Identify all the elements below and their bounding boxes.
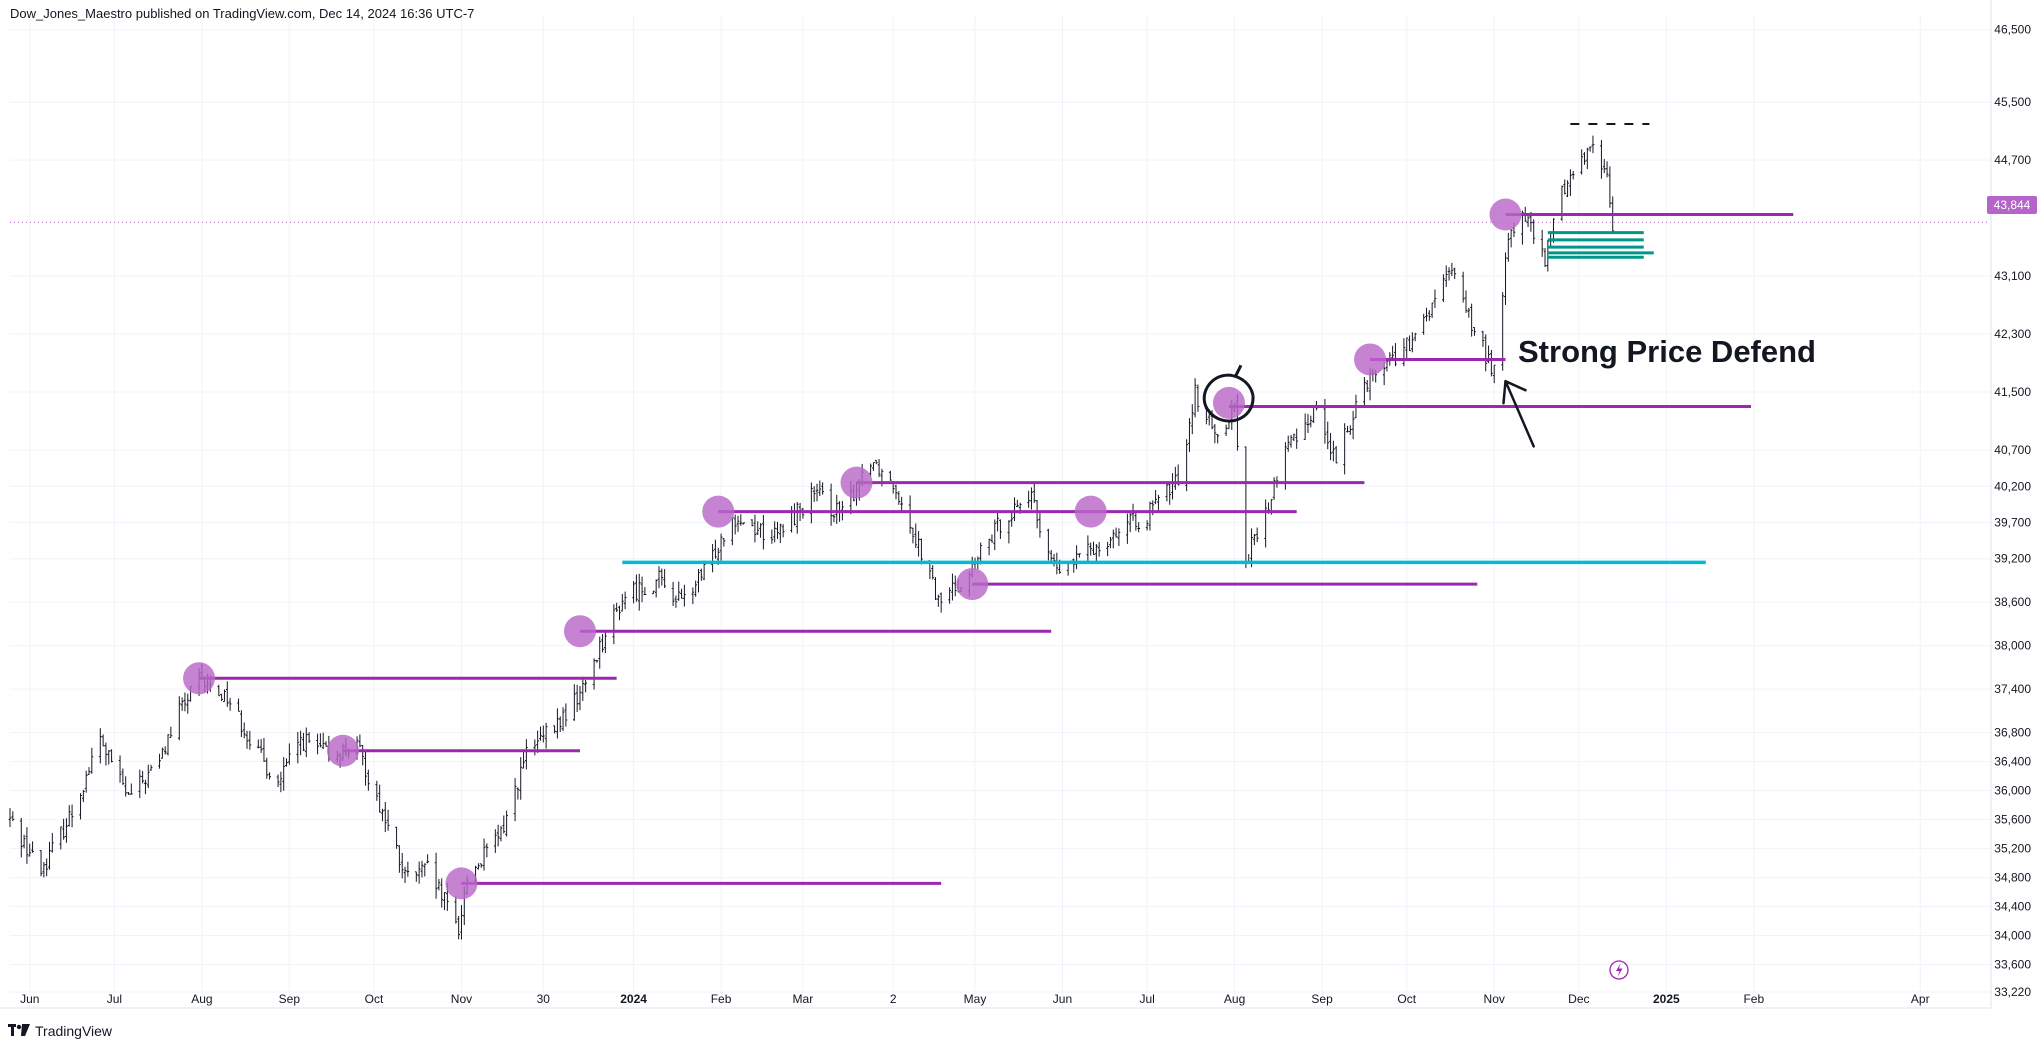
price-tick-label: 34,400 bbox=[1994, 900, 2031, 914]
highlight-ellipse[interactable] bbox=[1202, 364, 1255, 423]
price-tick-label: 38,000 bbox=[1994, 639, 2031, 653]
price-tick-label: 38,600 bbox=[1994, 595, 2031, 609]
time-tick-label: Jun bbox=[1053, 992, 1072, 1006]
reaction-circle-marker[interactable] bbox=[840, 466, 873, 499]
time-tick-label: Dec bbox=[1568, 992, 1589, 1006]
time-tick-label: Mar bbox=[793, 992, 814, 1006]
time-tick-label: Apr bbox=[1911, 992, 1930, 1006]
time-tick-label: Jun bbox=[20, 992, 39, 1006]
time-tick-label: Jul bbox=[1139, 992, 1154, 1006]
arrow-annotation[interactable] bbox=[1502, 379, 1535, 448]
price-tick-label: 44,700 bbox=[1994, 153, 2031, 167]
price-tick-label: 46,500 bbox=[1994, 23, 2031, 37]
reaction-circle-marker[interactable] bbox=[1354, 343, 1387, 376]
tradingview-logo-icon bbox=[8, 1023, 30, 1039]
last-price-tag bbox=[1987, 196, 2037, 214]
price-tick-label: 33,220 bbox=[1994, 985, 2031, 999]
time-tick-label: Sep bbox=[279, 992, 301, 1006]
reaction-circle-marker[interactable] bbox=[563, 615, 596, 648]
reaction-circle-marker[interactable] bbox=[445, 867, 478, 900]
tradingview-brand[interactable]: TradingView bbox=[8, 1021, 112, 1041]
time-tick-label: Aug bbox=[191, 992, 212, 1006]
time-tick-label: Aug bbox=[1224, 992, 1245, 1006]
time-axis[interactable]: Jun Jul Aug Sep Oct Nov 30 2024 Feb Mar 2 May Jun Jul… bbox=[20, 992, 1930, 1006]
reaction-circle-marker[interactable] bbox=[1074, 495, 1107, 528]
annotation-strong-price-defend: Strong Price Defend bbox=[1518, 334, 1816, 369]
time-tick-label: Oct bbox=[1397, 992, 1416, 1006]
price-tick-label: 39,200 bbox=[1994, 552, 2031, 566]
price-tick-label: 37,400 bbox=[1994, 682, 2031, 696]
price-tick-label: 40,700 bbox=[1994, 443, 2031, 457]
price-tick-label: 40,200 bbox=[1994, 479, 2031, 493]
publish-info: Dow_Jones_Maestro published on TradingVi… bbox=[10, 6, 475, 21]
tradingview-brand-label: TradingView bbox=[35, 1023, 113, 1039]
reaction-circle-marker[interactable] bbox=[702, 495, 735, 528]
time-tick-label: Feb bbox=[1743, 992, 1764, 1006]
reaction-circle-marker[interactable] bbox=[326, 734, 359, 767]
time-tick-label: Nov bbox=[1484, 992, 1505, 1006]
time-tick-label: 30 bbox=[537, 992, 551, 1006]
price-tick-label: 36,800 bbox=[1994, 726, 2031, 740]
price-tick-label: 41,500 bbox=[1994, 385, 2031, 399]
time-tick-label: 2025 bbox=[1653, 992, 1680, 1006]
price-tick-label: 34,800 bbox=[1994, 871, 2031, 885]
price-tick-label: 33,600 bbox=[1994, 958, 2031, 972]
reaction-circle-marker[interactable] bbox=[1489, 198, 1522, 231]
price-tick-label: 36,400 bbox=[1994, 755, 2031, 769]
last-price-value: 43,844 bbox=[1994, 198, 2031, 212]
time-tick-label: Sep bbox=[1311, 992, 1333, 1006]
price-tick-label: 36,000 bbox=[1994, 784, 2031, 798]
price-tick-label: 43,100 bbox=[1994, 269, 2031, 283]
price-tick-label: 42,300 bbox=[1994, 327, 2031, 341]
time-tick-label: Nov bbox=[451, 992, 472, 1006]
time-tick-label: 2024 bbox=[620, 992, 647, 1006]
time-tick-label: Oct bbox=[365, 992, 384, 1006]
time-tick-label: Jul bbox=[107, 992, 122, 1006]
price-tick-label: 35,200 bbox=[1994, 842, 2031, 856]
price-tick-label: 45,500 bbox=[1994, 95, 2031, 109]
time-tick-label: 2 bbox=[890, 992, 897, 1006]
reaction-circle-marker[interactable] bbox=[1212, 386, 1245, 419]
time-tick-label: Feb bbox=[711, 992, 732, 1006]
price-tick-label: 34,000 bbox=[1994, 929, 2031, 943]
price-tick-label: 39,700 bbox=[1994, 515, 2031, 529]
reaction-circle-marker[interactable] bbox=[956, 568, 989, 601]
time-tick-label: May bbox=[964, 992, 987, 1006]
price-axis[interactable]: 46,500 45,500 44,700 43,100 42,300 41,500 40,7… bbox=[1994, 23, 2031, 999]
price-tick-label: 35,600 bbox=[1994, 813, 2031, 827]
lightning-icon[interactable] bbox=[1609, 960, 1629, 980]
reaction-circle-marker[interactable] bbox=[183, 662, 216, 695]
